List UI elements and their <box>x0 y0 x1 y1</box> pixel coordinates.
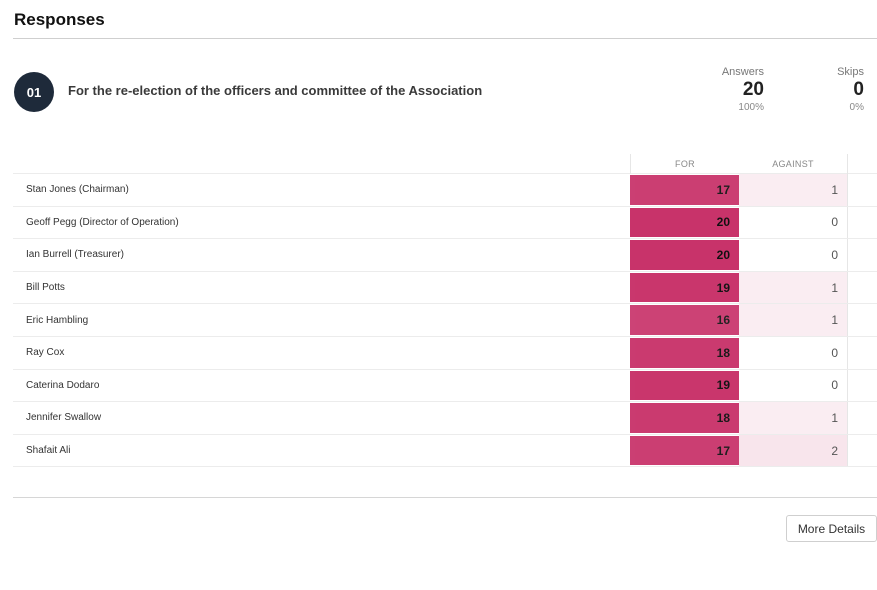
against-count: 0 <box>739 206 848 239</box>
answers-count: 20 <box>742 79 764 100</box>
against-count: 0 <box>739 239 848 271</box>
for-count: 17 <box>630 435 739 466</box>
table-row: Shafait Ali 17 2 <box>13 434 877 468</box>
for-count: 20 <box>630 240 739 270</box>
results-table: FOR AGAINST Stan Jones (Chairman) 17 1 Geof… <box>13 154 877 468</box>
against-count: 1 <box>739 402 848 434</box>
skips-label: Skips <box>837 66 864 78</box>
divider <box>13 497 877 498</box>
table-row: Stan Jones (Chairman) 17 1 <box>13 174 877 207</box>
candidate-name: Shafait Ali <box>26 445 71 457</box>
table-row: Bill Potts 19 1 <box>13 271 877 305</box>
for-count: 19 <box>630 272 739 303</box>
skips-percent: 0% <box>849 102 864 113</box>
table-row: Jennifer Swallow 18 1 <box>13 402 877 435</box>
table-header: FOR AGAINST <box>13 154 877 174</box>
answers-percent: 100% <box>738 102 764 113</box>
for-count: 18 <box>630 403 739 433</box>
answers-label: Answers <box>721 66 764 78</box>
for-count: 20 <box>630 207 739 238</box>
skips-count: 0 <box>853 79 864 100</box>
table-row: Geoff Pegg (Director of Operation) 20 0 <box>13 206 877 240</box>
candidate-name: Ian Burrell (Treasurer) <box>26 249 124 261</box>
against-count: 0 <box>739 369 848 402</box>
candidate-name: Jennifer Swallow <box>26 412 102 424</box>
column-header-for: FOR <box>630 154 739 174</box>
table-row: Ian Burrell (Treasurer) 20 0 <box>13 239 877 272</box>
against-count: 1 <box>739 174 848 206</box>
table-row: Ray Cox 18 0 <box>13 336 877 370</box>
question-text: For the re-election of the officers and … <box>68 83 483 98</box>
against-count: 1 <box>739 304 848 336</box>
candidate-name: Stan Jones (Chairman) <box>26 184 129 196</box>
for-count: 17 <box>630 175 739 205</box>
divider <box>13 38 877 39</box>
answers-stat: Answers 20 100% <box>722 66 764 113</box>
against-count: 0 <box>739 336 848 369</box>
more-details-button[interactable]: More Details <box>786 515 877 542</box>
against-count: 1 <box>739 271 848 304</box>
table-row: Eric Hambling 16 1 <box>13 304 877 337</box>
candidate-name: Eric Hambling <box>26 314 89 326</box>
for-count: 16 <box>630 305 739 335</box>
candidate-name: Geoff Pegg (Director of Operation) <box>26 216 179 228</box>
question-number-badge: 01 <box>14 72 54 112</box>
candidate-name: Bill Potts <box>26 282 65 294</box>
skips-stat: Skips 0 0% <box>837 66 864 113</box>
candidate-name: Caterina Dodaro <box>26 379 100 391</box>
for-count: 19 <box>630 370 739 401</box>
table-body: Stan Jones (Chairman) 17 1 Geoff Pegg (Dire… <box>13 174 877 468</box>
against-count: 2 <box>739 434 848 467</box>
candidate-name: Ray Cox <box>26 347 65 359</box>
column-header-against: AGAINST <box>739 154 848 174</box>
for-count: 18 <box>630 337 739 368</box>
table-row: Caterina Dodaro 19 0 <box>13 369 877 403</box>
page-title: Responses <box>14 10 105 29</box>
